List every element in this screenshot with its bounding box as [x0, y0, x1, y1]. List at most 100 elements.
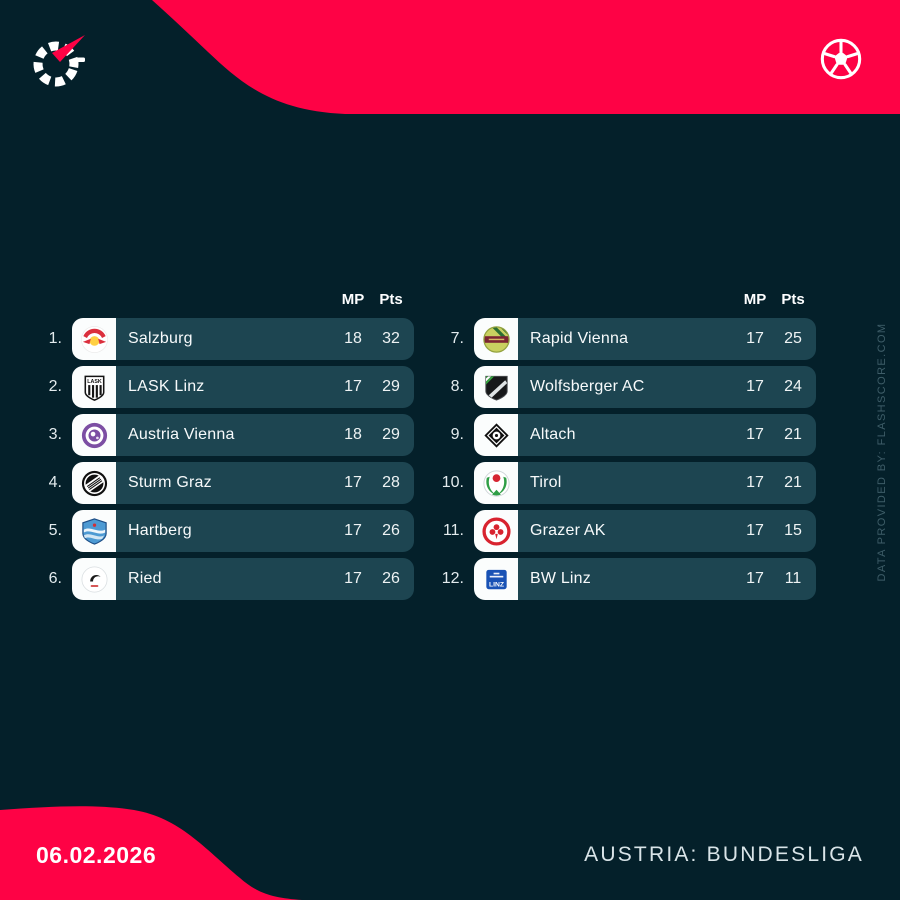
points-value: 28 — [382, 474, 400, 491]
points-value: 24 — [784, 378, 802, 395]
column-mp: MP — [743, 290, 767, 308]
flashscore-spinner-logo — [29, 32, 89, 92]
row-body: Hartberg 17 26 — [116, 510, 414, 552]
position-label: 4. — [48, 474, 62, 491]
matches-played-value: 18 — [344, 330, 362, 347]
table-row[interactable]: 10. Tirol 17 21 — [430, 462, 816, 504]
matches-played-value: 17 — [746, 522, 764, 539]
austria-vienna-logo — [72, 414, 116, 456]
column-pts: Pts — [781, 290, 805, 308]
row-body: Sturm Graz 17 28 — [116, 462, 414, 504]
table-row[interactable]: 3. Austria Vienna 18 29 — [28, 414, 414, 456]
row-body: Salzburg 18 32 — [116, 318, 414, 360]
team-name: Grazer AK — [530, 522, 606, 539]
matches-played-value: 17 — [344, 474, 362, 491]
table-header: MP Pts — [28, 286, 414, 312]
header-banner — [152, 0, 900, 114]
altach-logo — [474, 414, 518, 456]
team-name: Hartberg — [128, 522, 192, 539]
position-label: 12. — [441, 570, 464, 587]
row-body: LASK Linz 17 29 — [116, 366, 414, 408]
sturm-graz-logo — [72, 462, 116, 504]
table-row[interactable]: 11. Grazer AK 17 15 — [430, 510, 816, 552]
position-label: 9. — [450, 426, 464, 443]
points-value: 29 — [382, 426, 400, 443]
points-value: 26 — [382, 570, 400, 587]
position-label: 8. — [450, 378, 464, 395]
wolfsberger-ac-logo — [474, 366, 518, 408]
points-value: 15 — [784, 522, 802, 539]
points-value: 29 — [382, 378, 400, 395]
matches-played-value: 18 — [344, 426, 362, 443]
bw-linz-logo: LINZ — [474, 558, 518, 600]
team-name: Wolfsberger AC — [530, 378, 645, 395]
matches-played-value: 17 — [746, 378, 764, 395]
position-label: 6. — [48, 570, 62, 587]
matches-played-value: 17 — [344, 522, 362, 539]
table-row[interactable]: 5. Hartberg 17 26 — [28, 510, 414, 552]
table-row[interactable]: 8. Wolfsberger AC 17 24 — [430, 366, 816, 408]
team-name: Sturm Graz — [128, 474, 212, 491]
row-body: Wolfsberger AC 17 24 — [518, 366, 816, 408]
position-label: 1. — [48, 330, 62, 347]
column-mp: MP — [341, 290, 365, 308]
standings-table-right: MP Pts 7. Rapid Vienna 17 25 8. Wolfsberger… — [430, 286, 816, 606]
team-name: Tirol — [530, 474, 562, 491]
table-row[interactable]: 2. LASK LASK Linz 17 29 — [28, 366, 414, 408]
points-value: 11 — [784, 570, 802, 587]
rapid-vienna-logo — [474, 318, 518, 360]
row-body: BW Linz 17 11 — [518, 558, 816, 600]
standings-table-left: MP Pts 1. Salzburg 18 32 2. LASK LASK Linz 1… — [28, 286, 414, 606]
grazer-ak-logo — [474, 510, 518, 552]
tirol-logo — [474, 462, 518, 504]
row-body: Austria Vienna 18 29 — [116, 414, 414, 456]
date-label: 06.02.2026 — [36, 842, 157, 868]
points-value: 21 — [784, 474, 802, 491]
table-header: MP Pts — [430, 286, 816, 312]
svg-text:LASK: LASK — [87, 379, 102, 385]
points-value: 32 — [382, 330, 400, 347]
football-icon — [818, 36, 864, 82]
salzburg-logo — [72, 318, 116, 360]
team-name: Austria Vienna — [128, 426, 235, 443]
position-label: 2. — [48, 378, 62, 395]
table-row[interactable]: 1. Salzburg 18 32 — [28, 318, 414, 360]
league-title: AUSTRIA: BUNDESLIGA — [584, 843, 864, 866]
position-label: 7. — [450, 330, 464, 347]
table-row[interactable]: 12. LINZ BW Linz 17 11 — [430, 558, 816, 600]
matches-played-value: 17 — [344, 378, 362, 395]
table-row[interactable]: 9. Altach 17 21 — [430, 414, 816, 456]
footer-banner — [0, 806, 302, 900]
team-name: Altach — [530, 426, 576, 443]
matches-played-value: 17 — [746, 474, 764, 491]
table-row[interactable]: 4. Sturm Graz 17 28 — [28, 462, 414, 504]
team-name: Salzburg — [128, 330, 193, 347]
matches-played-value: 17 — [344, 570, 362, 587]
row-body: Grazer AK 17 15 — [518, 510, 816, 552]
column-pts: Pts — [379, 290, 403, 308]
table-row[interactable]: 6. Ried 17 26 — [28, 558, 414, 600]
position-label: 11. — [442, 522, 464, 539]
ried-logo — [72, 558, 116, 600]
team-name: Ried — [128, 570, 162, 587]
row-body: Rapid Vienna 17 25 — [518, 318, 816, 360]
points-value: 26 — [382, 522, 400, 539]
row-body: Tirol 17 21 — [518, 462, 816, 504]
row-body: Altach 17 21 — [518, 414, 816, 456]
team-name: Rapid Vienna — [530, 330, 629, 347]
position-label: 10. — [441, 474, 464, 491]
matches-played-value: 17 — [746, 330, 764, 347]
row-body: Ried 17 26 — [116, 558, 414, 600]
hartberg-logo — [72, 510, 116, 552]
data-provided-credit: DATA PROVIDED BY: FLASHSCORE.COM — [876, 322, 888, 582]
points-value: 21 — [784, 426, 802, 443]
matches-played-value: 17 — [746, 570, 764, 587]
svg-text:LINZ: LINZ — [488, 581, 503, 588]
team-name: LASK Linz — [128, 378, 205, 395]
matches-played-value: 17 — [746, 426, 764, 443]
team-name: BW Linz — [530, 570, 591, 587]
position-label: 3. — [48, 426, 62, 443]
table-row[interactable]: 7. Rapid Vienna 17 25 — [430, 318, 816, 360]
position-label: 5. — [48, 522, 62, 539]
points-value: 25 — [784, 330, 802, 347]
